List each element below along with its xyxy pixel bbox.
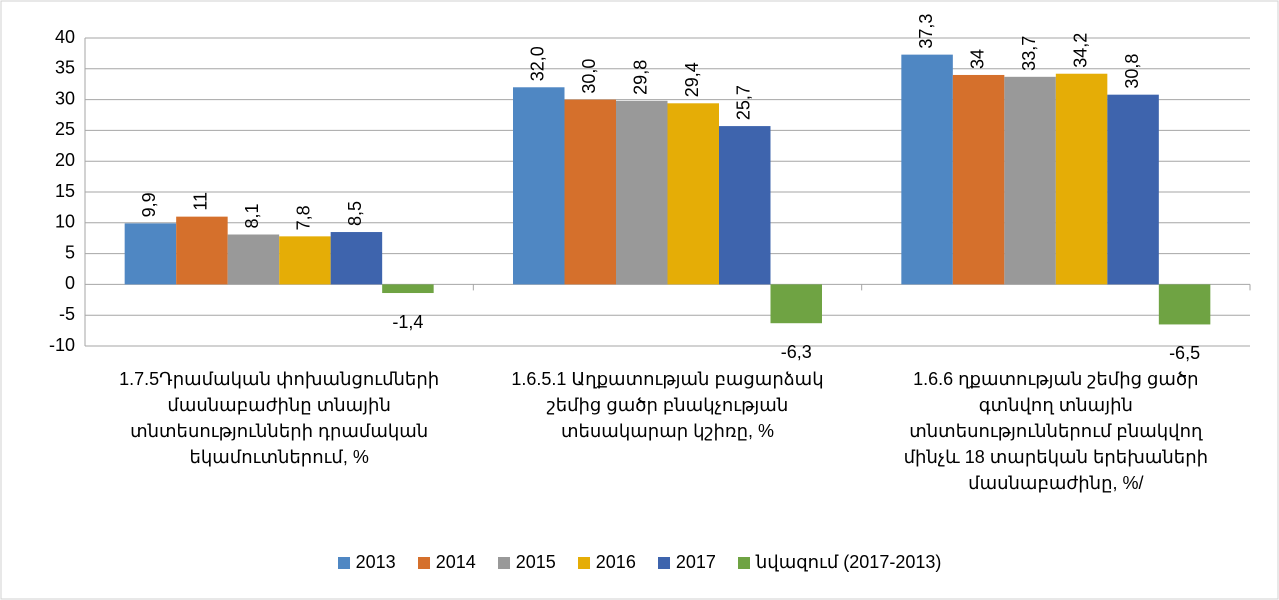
data-label: 29,8: [631, 60, 651, 95]
legend-item: 2013: [337, 552, 396, 573]
bar: [952, 74, 1005, 285]
data-label: 34,2: [1070, 33, 1090, 68]
bar: [770, 284, 822, 324]
legend-label: 2015: [515, 552, 556, 572]
legend-label: 2016: [595, 552, 636, 572]
y-tick-label: 25: [55, 119, 75, 139]
legend-label: նվազում (2017-2013): [755, 552, 942, 572]
x-tick-label: 1.7.5Դրամական փոխանցումների մասնաբաժինը …: [119, 369, 440, 467]
legend-item: 2015: [497, 552, 556, 573]
legend-label: 2014: [435, 552, 476, 572]
bar: [382, 284, 434, 294]
legend: 2013 2014 2015 2016 2017 նվազում (2017-2013): [0, 552, 1279, 573]
y-tick-label: 20: [55, 150, 75, 170]
bar: [330, 232, 383, 285]
y-tick-label: 35: [55, 58, 75, 78]
data-label: 37,3: [916, 14, 936, 49]
legend-item: 2017: [657, 552, 716, 573]
legend-swatch: [577, 556, 590, 569]
legend-swatch: [337, 556, 350, 569]
legend-item: 2016: [577, 552, 636, 573]
y-tick-label: -10: [49, 335, 75, 355]
data-label: -6,3: [781, 342, 812, 362]
data-label: 7,8: [294, 205, 314, 230]
y-tick-label: 30: [55, 88, 75, 108]
x-tick-label: 1.6.5.1 Աղքատության բացարձակ շեմից ցածր …: [511, 369, 824, 441]
data-label: -1,4: [392, 312, 423, 332]
bar: [719, 126, 771, 285]
y-tick-label: -5: [59, 304, 75, 324]
legend-label: 2013: [355, 552, 396, 572]
bar: [1158, 284, 1211, 325]
bar: [901, 54, 953, 285]
legend-label: 2017: [675, 552, 716, 572]
data-label: 25,7: [734, 85, 754, 120]
legend-swatch: [497, 556, 510, 569]
x-tick-label: 1.6.6 ղքատության շեմից ցածր գտնվող տնայի…: [903, 369, 1209, 493]
bar: [227, 234, 280, 285]
data-label: 9,9: [139, 192, 159, 217]
data-label: 11: [191, 192, 211, 211]
bar: [124, 223, 177, 285]
legend-item: 2014: [417, 552, 476, 573]
y-tick-label: 40: [55, 27, 75, 47]
legend-swatch: [737, 556, 750, 569]
y-tick-label: 5: [65, 242, 75, 262]
bar: [616, 100, 668, 285]
data-label: 32,0: [528, 46, 548, 81]
bar: [667, 103, 719, 285]
bar: [1004, 76, 1056, 285]
bar: [513, 87, 565, 285]
data-label: -6,5: [1169, 343, 1200, 363]
bar: [1055, 73, 1108, 285]
y-tick-label: 15: [55, 181, 75, 201]
data-label: 8,1: [242, 203, 262, 228]
legend-item: նվազում (2017-2013): [737, 552, 942, 573]
bar: [279, 236, 331, 285]
data-label: 8,5: [345, 201, 365, 226]
bar: [176, 216, 228, 285]
data-label: 34: [967, 49, 987, 69]
bar: [1107, 94, 1159, 285]
data-label: 30,0: [579, 59, 599, 94]
bar: [564, 99, 616, 285]
y-tick-label: 10: [55, 212, 75, 232]
data-label: 33,7: [1019, 36, 1039, 71]
data-label: 30,8: [1122, 54, 1142, 89]
legend-swatch: [657, 556, 670, 569]
legend-swatch: [417, 556, 430, 569]
data-label: 29,4: [682, 62, 702, 97]
y-tick-label: 0: [65, 273, 75, 293]
